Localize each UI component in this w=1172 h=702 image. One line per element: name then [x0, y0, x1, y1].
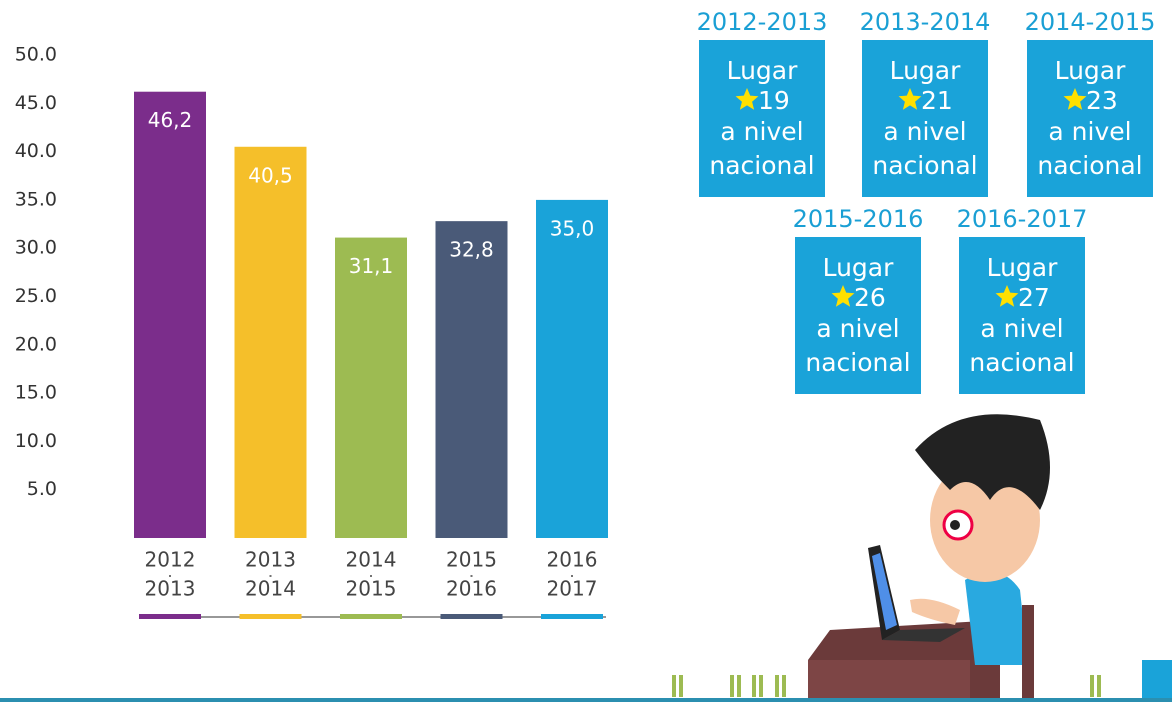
card-line: nacional	[1037, 151, 1142, 180]
hair	[915, 414, 1050, 510]
bar	[435, 221, 508, 539]
rank-number: 23	[1086, 86, 1118, 115]
rank-card	[959, 237, 1085, 394]
y-tick-label: 25.0	[15, 285, 57, 307]
card-label: Lugar	[890, 56, 962, 85]
card-line: a nivel	[720, 117, 803, 146]
y-tick-label: 50.0	[15, 44, 57, 66]
x-tick-label: 2013	[245, 548, 296, 572]
star-icon	[898, 88, 922, 110]
value-label: 32,8	[449, 238, 494, 262]
x-tick-label: 2016	[446, 577, 497, 601]
x-tick-label: 2015	[446, 548, 497, 572]
card-line: nacional	[872, 151, 977, 180]
laptop-display	[872, 553, 897, 630]
value-label: 35,0	[550, 216, 595, 240]
face	[930, 458, 1040, 582]
card-label: Lugar	[823, 253, 895, 282]
value-label: 46,2	[148, 108, 193, 132]
star-icon	[1063, 88, 1087, 110]
y-tick-label: 20.0	[15, 333, 57, 355]
arm	[910, 598, 960, 625]
x-tick-label: 2016	[547, 548, 598, 572]
card-line: nacional	[805, 348, 910, 377]
card-line: a nivel	[883, 117, 966, 146]
x-tick-label: 2017	[547, 577, 598, 601]
desk-front	[808, 660, 970, 702]
bar	[536, 199, 608, 538]
shirt	[965, 572, 1028, 665]
star-icon	[735, 88, 759, 110]
category-strip	[541, 614, 603, 619]
bar	[134, 91, 206, 538]
y-tick-label: 15.0	[15, 382, 57, 404]
card-line: a nivel	[980, 314, 1063, 343]
card-label: Lugar	[1055, 56, 1127, 85]
rank-card	[862, 40, 988, 197]
laptop-base	[882, 628, 965, 642]
category-strip	[440, 614, 503, 619]
x-tick-label: 2015	[346, 577, 397, 601]
ground-line	[0, 698, 1172, 702]
bar	[234, 146, 307, 538]
eye	[950, 520, 960, 530]
period-label: 2015-2016	[793, 205, 924, 233]
value-label: 40,5	[248, 163, 293, 187]
y-tick-label: 45.0	[15, 92, 57, 114]
y-tick-label: 35.0	[15, 188, 57, 210]
rank-number: 19	[758, 86, 790, 115]
rank-card	[795, 237, 921, 394]
category-strip	[340, 614, 402, 619]
card-line: nacional	[969, 348, 1074, 377]
chair	[1022, 605, 1034, 702]
star-icon	[831, 285, 855, 307]
y-tick-label: 5.0	[27, 478, 57, 500]
rank-number: 27	[1018, 283, 1050, 312]
x-tick-label: 2012	[145, 548, 196, 572]
rank-number: 21	[921, 86, 953, 115]
card-label: Lugar	[987, 253, 1059, 282]
star-icon	[995, 285, 1019, 307]
y-tick-label: 30.0	[15, 237, 57, 259]
category-strip	[239, 614, 302, 619]
school	[1142, 660, 1172, 698]
x-tick-label: 2014	[245, 577, 296, 601]
rank-number: 26	[854, 283, 886, 312]
y-tick-label: 40.0	[15, 140, 57, 162]
period-label: 2013-2014	[860, 8, 991, 36]
rank-card	[699, 40, 825, 197]
card-label: Lugar	[727, 56, 799, 85]
figures	[672, 675, 1101, 697]
card-line: a nivel	[1048, 117, 1131, 146]
period-label: 2014-2015	[1025, 8, 1156, 36]
card-line: nacional	[709, 151, 814, 180]
category-strip	[139, 614, 201, 619]
period-label: 2016-2017	[957, 205, 1088, 233]
period-label: 2012-2013	[697, 8, 828, 36]
bar	[335, 237, 407, 538]
x-tick-label: 2014	[346, 548, 397, 572]
illustration	[0, 414, 1172, 702]
card-line: a nivel	[816, 314, 899, 343]
value-label: 31,1	[349, 254, 394, 278]
y-tick-label: 10.0	[15, 430, 57, 452]
rank-card	[1027, 40, 1153, 197]
x-tick-label: 2013	[145, 577, 196, 601]
